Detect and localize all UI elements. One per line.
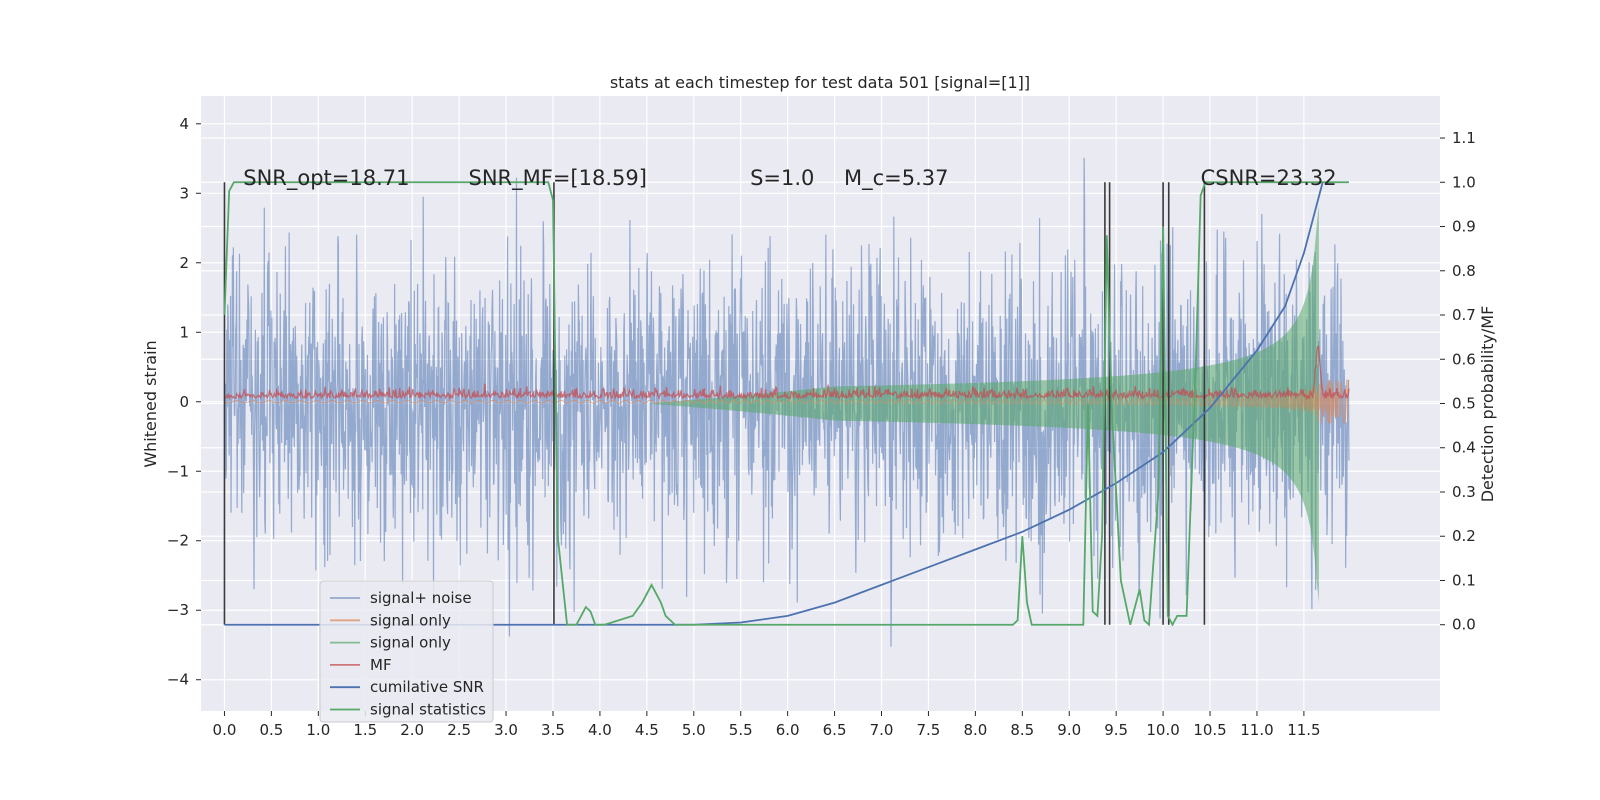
y-right-tick-label: 0.4	[1452, 439, 1476, 457]
x-tick-label: 0.0	[213, 721, 237, 739]
annotation: S=1.0	[750, 166, 814, 190]
left-y-axis: −4 −3 −2 −1 0 1 2 3 4	[167, 115, 201, 689]
x-axis: 0.0 0.5 1.0 1.5 2.0 2.5 3.0 3.5 4.0 4.5 5.0 5.5 6.0 6…	[213, 711, 1321, 739]
y-left-tick-label: 1	[179, 323, 189, 341]
annotation: CSNR=23.32	[1201, 166, 1337, 190]
x-tick-label: 10.0	[1146, 721, 1179, 739]
x-tick-label: 7.0	[870, 721, 894, 739]
y-left-tick-label: −2	[167, 532, 189, 550]
x-tick-label: 2.5	[447, 721, 471, 739]
x-tick-label: 8.5	[1010, 721, 1034, 739]
annotation: SNR_opt=18.71	[243, 166, 409, 191]
y-right-tick-label: 0.7	[1452, 306, 1476, 324]
y-right-tick-label: 1.1	[1452, 129, 1476, 147]
y-right-tick-label: 0.1	[1452, 571, 1476, 589]
legend: signal+ noise signal only signal only MF cum…	[319, 580, 494, 723]
annotations: SNR_opt=18.71 SNR_MF=[18.59] S=1.0 M_c=5.37…	[243, 166, 1336, 191]
x-tick-label: 8.0	[963, 721, 987, 739]
legend-box	[319, 580, 494, 723]
y-axis-right-label: Detection probability/MF	[1478, 306, 1497, 503]
series-signal-statistics	[223, 181, 1349, 627]
data-layer	[223, 157, 1350, 647]
legend-label: signal statistics	[370, 701, 486, 719]
y-axis-left-label: Whitened strain	[141, 340, 160, 467]
x-tick-label: 10.5	[1193, 721, 1226, 739]
y-left-tick-label: 3	[179, 184, 189, 202]
y-right-tick-label: 0.2	[1452, 527, 1476, 545]
y-right-tick-label: 1.0	[1452, 173, 1476, 191]
x-tick-label: 5.5	[729, 721, 753, 739]
x-tick-label: 0.5	[259, 721, 283, 739]
x-tick-label: 3.5	[541, 721, 565, 739]
y-right-tick-label: 0.0	[1452, 616, 1476, 634]
x-tick-label: 4.5	[635, 721, 659, 739]
x-tick-label: 5.0	[682, 721, 706, 739]
series-signal-noise	[223, 157, 1350, 647]
y-left-tick-label: −3	[167, 601, 189, 619]
legend-label: signal only	[370, 634, 451, 652]
y-right-tick-label: 0.8	[1452, 262, 1476, 280]
x-tick-label: 6.0	[776, 721, 800, 739]
legend-label: signal only	[370, 611, 451, 629]
y-right-tick-label: 0.9	[1452, 218, 1476, 236]
legend-label: signal+ noise	[370, 589, 472, 607]
right-y-axis: 0.0 0.1 0.2 0.3 0.4 0.5 0.6 0.7 0.8 0.9 1.0 1.1	[1440, 129, 1476, 634]
series-cumulative-snr	[224, 182, 1324, 626]
y-right-tick-label: 0.6	[1452, 350, 1476, 368]
y-right-tick-label: 0.5	[1452, 395, 1476, 413]
legend-label: cumilative SNR	[370, 678, 484, 696]
x-tick-label: 9.5	[1104, 721, 1128, 739]
annotation: SNR_MF=[18.59]	[469, 166, 647, 191]
y-left-tick-label: −1	[167, 462, 189, 480]
y-left-tick-label: 4	[179, 115, 189, 133]
y-right-tick-label: 0.3	[1452, 483, 1476, 501]
x-tick-label: 4.0	[588, 721, 612, 739]
x-tick-label: 6.5	[823, 721, 847, 739]
y-left-tick-label: 2	[179, 254, 189, 272]
x-tick-label: 7.5	[917, 721, 941, 739]
legend-label: MF	[370, 656, 392, 674]
series-signal-only	[224, 379, 1350, 425]
y-left-tick-label: −4	[167, 671, 189, 689]
x-tick-label: 1.5	[353, 721, 377, 739]
series-mf	[224, 345, 1350, 401]
x-tick-label: 9.0	[1057, 721, 1081, 739]
x-tick-label: 11.0	[1240, 721, 1273, 739]
x-tick-label: 2.0	[400, 721, 424, 739]
x-tick-label: 11.5	[1287, 721, 1320, 739]
x-tick-label: 1.0	[306, 721, 330, 739]
annotation: M_c=5.37	[844, 166, 949, 191]
x-tick-label: 3.0	[494, 721, 518, 739]
chart-title: stats at each timestep for test data 501…	[610, 73, 1030, 92]
y-left-tick-label: 0	[179, 393, 189, 411]
